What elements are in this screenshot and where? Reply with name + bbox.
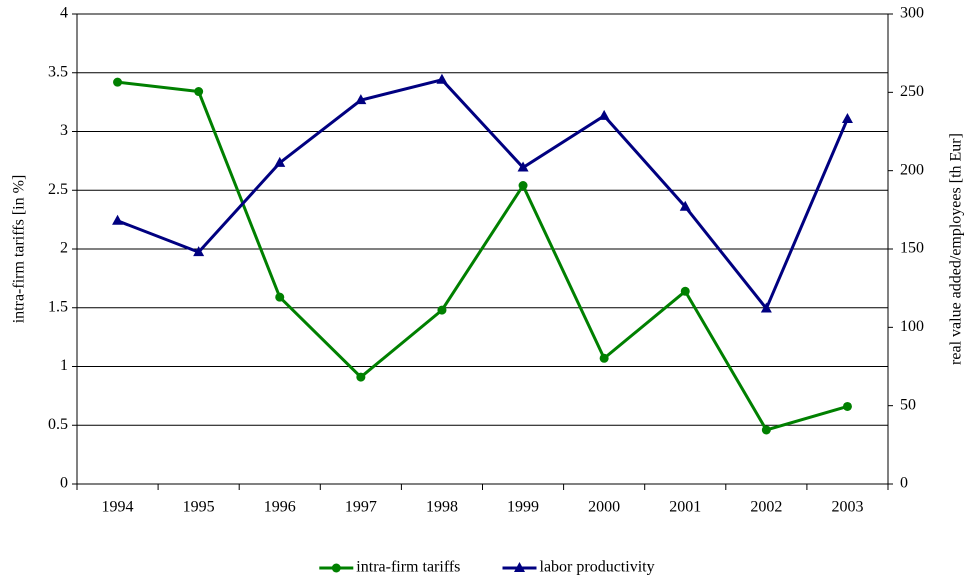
legend-label: intra-firm tariffs [356, 559, 460, 576]
x-tick-label: 2003 [831, 499, 863, 516]
marker [355, 94, 367, 105]
marker [113, 77, 123, 87]
x-tick-label: 1996 [264, 499, 296, 516]
marker [598, 109, 610, 120]
y-tick-label: 0 [60, 475, 68, 492]
x-tick-label: 2000 [588, 499, 620, 516]
marker [193, 246, 205, 257]
y-tick-label: 3.5 [48, 63, 68, 80]
x-tick-label: 2001 [669, 499, 701, 516]
marker [680, 286, 690, 296]
marker [841, 112, 853, 123]
y-tick-label: 0.5 [48, 416, 68, 433]
marker [274, 156, 286, 167]
legend-label: labor productivity [540, 559, 655, 576]
x-tick-label: 2002 [750, 499, 782, 516]
y-tick-label: 3 [60, 122, 68, 139]
marker [356, 372, 366, 382]
legend-marker [331, 563, 341, 573]
y2-tick-label: 100 [900, 318, 924, 335]
y-tick-label: 2.5 [48, 181, 68, 198]
legend-marker [514, 562, 525, 572]
series-line [117, 78, 849, 312]
marker [112, 214, 124, 225]
x-tick-label: 1999 [507, 499, 539, 516]
marker [436, 73, 448, 84]
y2-tick-label: 250 [900, 83, 924, 100]
marker [517, 161, 529, 172]
y-tick-label: 1 [60, 357, 68, 374]
x-tick-label: 1998 [426, 499, 458, 516]
y-tick-label: 1.5 [48, 298, 68, 315]
x-tick-label: 1995 [183, 499, 215, 516]
marker [194, 87, 204, 97]
marker [761, 425, 771, 435]
marker [842, 401, 852, 411]
y2-tick-label: 50 [900, 396, 916, 413]
y2-tick-label: 300 [900, 5, 924, 22]
marker [437, 305, 447, 315]
marker [760, 302, 772, 313]
y2-tick-label: 200 [900, 161, 924, 178]
marker [275, 292, 285, 302]
marker [599, 353, 609, 363]
x-tick-label: 1997 [345, 499, 377, 516]
series-line [117, 80, 848, 432]
y2-tick-label: 0 [900, 475, 908, 492]
y-tick-label: 4 [60, 5, 68, 22]
marker [518, 181, 528, 191]
y2-axis-label: real value added/employees [th Eur] [948, 133, 965, 365]
y2-tick-label: 150 [900, 240, 924, 257]
x-tick-label: 1994 [102, 499, 134, 516]
marker [679, 200, 691, 211]
y-tick-label: 2 [60, 240, 68, 257]
y-axis-label: intra-firm tariffs [in %] [11, 175, 28, 324]
